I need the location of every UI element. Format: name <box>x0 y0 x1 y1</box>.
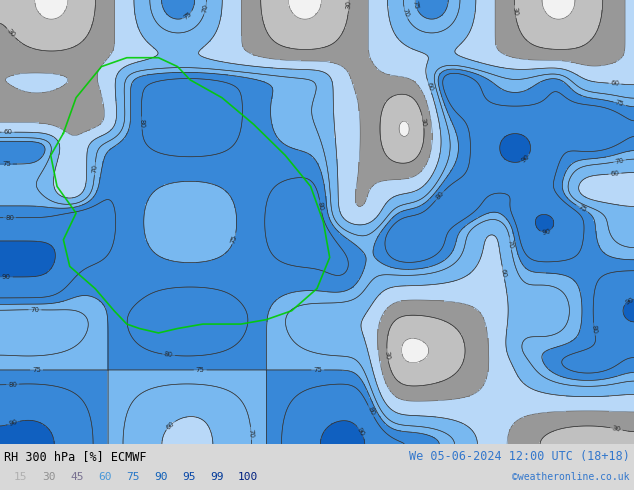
Text: ©weatheronline.co.uk: ©weatheronline.co.uk <box>512 472 630 482</box>
Text: 90: 90 <box>8 419 19 427</box>
Text: 60: 60 <box>500 268 507 278</box>
Text: 60: 60 <box>610 171 619 177</box>
Text: 75: 75 <box>196 367 205 373</box>
Text: 60: 60 <box>3 129 13 135</box>
Text: 80: 80 <box>5 215 14 220</box>
Text: 75: 75 <box>577 204 587 213</box>
Text: 90: 90 <box>2 274 11 280</box>
Text: 80: 80 <box>8 381 17 388</box>
Text: 80: 80 <box>366 406 376 416</box>
Text: We 05-06-2024 12:00 UTC (18+18): We 05-06-2024 12:00 UTC (18+18) <box>409 450 630 463</box>
Text: 75: 75 <box>182 11 193 21</box>
Text: 75: 75 <box>32 367 41 373</box>
Text: 60: 60 <box>425 81 434 92</box>
Text: 90: 90 <box>356 426 366 437</box>
Text: 30: 30 <box>384 350 391 360</box>
Text: 70: 70 <box>202 3 209 13</box>
Text: 99: 99 <box>210 472 224 482</box>
Text: 80: 80 <box>317 201 325 211</box>
Text: 90: 90 <box>624 296 634 306</box>
Text: 95: 95 <box>182 472 195 482</box>
Text: 80: 80 <box>164 351 174 359</box>
Text: 90: 90 <box>541 228 552 236</box>
Text: 70: 70 <box>401 8 410 18</box>
Text: 80: 80 <box>435 190 445 201</box>
Text: 70: 70 <box>507 239 514 248</box>
Text: 75: 75 <box>2 161 11 167</box>
Text: 30: 30 <box>6 28 16 39</box>
Text: 75: 75 <box>614 99 624 108</box>
Text: 90: 90 <box>154 472 167 482</box>
Text: 100: 100 <box>238 472 258 482</box>
Text: 30: 30 <box>346 0 352 9</box>
Text: 75: 75 <box>230 234 238 244</box>
Text: 80: 80 <box>138 119 145 127</box>
Text: 75: 75 <box>126 472 139 482</box>
Text: 15: 15 <box>14 472 27 482</box>
Text: 30: 30 <box>420 117 427 127</box>
Text: 60: 60 <box>98 472 112 482</box>
Text: 60: 60 <box>610 80 619 87</box>
Text: 70: 70 <box>248 429 254 438</box>
Text: RH 300 hPa [%] ECMWF: RH 300 hPa [%] ECMWF <box>4 450 146 463</box>
Text: 75: 75 <box>313 367 322 373</box>
Text: 45: 45 <box>70 472 84 482</box>
Text: 70: 70 <box>615 157 624 165</box>
Text: 30: 30 <box>612 425 621 433</box>
Text: 80: 80 <box>591 324 598 334</box>
Text: 70: 70 <box>30 307 39 313</box>
Text: 60: 60 <box>165 420 176 431</box>
Text: 70: 70 <box>91 164 98 173</box>
Text: 90: 90 <box>521 153 531 164</box>
Text: 30: 30 <box>42 472 56 482</box>
Text: 30: 30 <box>512 7 519 17</box>
Text: 75: 75 <box>412 0 420 10</box>
